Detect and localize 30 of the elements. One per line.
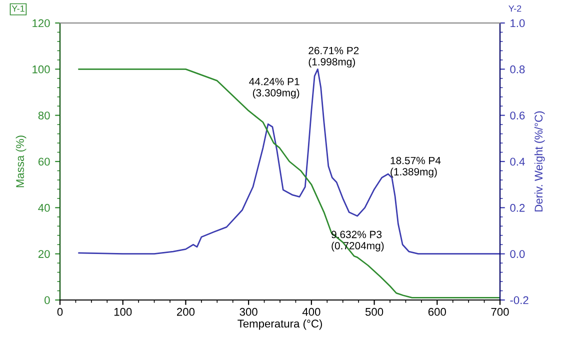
y-tick-label: 0 bbox=[44, 296, 50, 304]
x-tick-label: 100 bbox=[114, 308, 132, 316]
x-axis-title: Temperatura (°C) bbox=[238, 319, 322, 330]
annotation: 44.24% P1 (3.309mg) bbox=[249, 78, 300, 99]
y2-tick-label: 0.0 bbox=[510, 250, 525, 258]
annotation: 18.57% P4 (1.389mg) bbox=[390, 156, 441, 178]
y-axis-title: Massa (%) bbox=[16, 136, 26, 188]
y-tick-label: 20 bbox=[38, 250, 50, 258]
y-tick-label: 80 bbox=[38, 112, 50, 120]
y-tick-label: 100 bbox=[32, 65, 50, 74]
text: Y-1 bbox=[12, 5, 24, 12]
y2-tick-label: 0.8 bbox=[510, 65, 525, 74]
annotation: 26.71% P2 (1.998mg) bbox=[308, 46, 359, 68]
y-tick-label: 60 bbox=[38, 158, 50, 166]
y-tick-label: 40 bbox=[38, 204, 50, 212]
x-tick-label: 600 bbox=[428, 308, 446, 316]
x-tick-label: 0 bbox=[57, 308, 63, 316]
x-tick-label: 200 bbox=[177, 308, 195, 316]
y-tick-label: 120 bbox=[32, 19, 50, 28]
text: Y-2 bbox=[508, 5, 522, 12]
x-tick-label: 700 bbox=[491, 308, 509, 316]
y2-axis-title: Deriv. Weight (%/°C) bbox=[534, 111, 545, 212]
x-tick-label: 500 bbox=[365, 308, 384, 316]
y2-tick-label: 0.6 bbox=[510, 112, 525, 120]
x-tick-label: 300 bbox=[240, 308, 258, 316]
x-tick-label: 400 bbox=[302, 308, 320, 316]
y2-tick-label: 0.4 bbox=[510, 158, 525, 166]
y2-tick-label: 1.0 bbox=[510, 19, 525, 28]
y2-tick-label: -0.2 bbox=[510, 296, 528, 304]
y2-tick-label: 0.2 bbox=[510, 204, 525, 212]
